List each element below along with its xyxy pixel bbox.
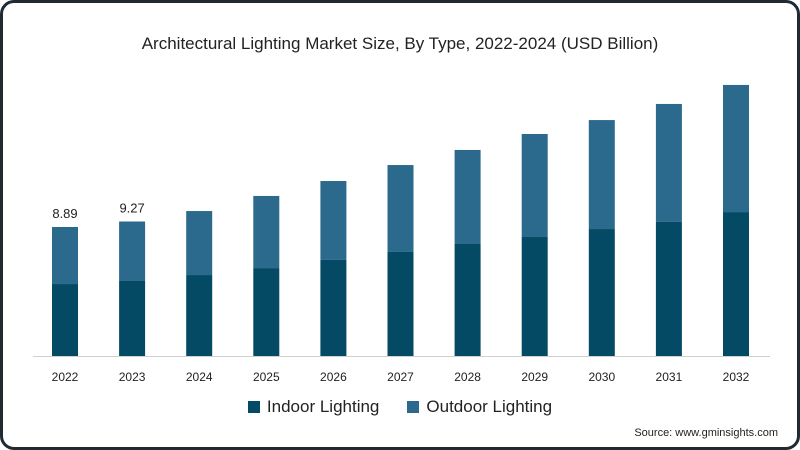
legend-label-indoor: Indoor Lighting bbox=[266, 397, 380, 416]
bar-outdoor-2032 bbox=[723, 84, 749, 213]
x-tick-label: 2024 bbox=[186, 370, 213, 384]
x-tick-label: 2032 bbox=[723, 370, 750, 384]
legend-item-indoor: Indoor Lighting bbox=[247, 397, 380, 417]
x-tick-label: 2025 bbox=[253, 370, 280, 384]
bar-indoor-2026 bbox=[320, 259, 347, 356]
bar-indoor-2025 bbox=[253, 268, 280, 356]
bar-outdoor-2023 bbox=[119, 221, 146, 281]
data-label: 9.27 bbox=[119, 200, 144, 215]
legend: Indoor Lighting Outdoor Lighting bbox=[0, 397, 800, 417]
bar-outdoor-2026 bbox=[320, 181, 347, 260]
x-tick-label: 2029 bbox=[521, 370, 548, 384]
data-label: 8.89 bbox=[52, 206, 77, 221]
x-tick-label: 2023 bbox=[119, 370, 146, 384]
x-tick-label: 2028 bbox=[454, 370, 481, 384]
bar-indoor-2022 bbox=[52, 284, 78, 356]
bar-indoor-2024 bbox=[186, 275, 213, 356]
legend-label-outdoor: Outdoor Lighting bbox=[426, 397, 553, 416]
bar-outdoor-2031 bbox=[655, 103, 682, 222]
bar-indoor-2027 bbox=[387, 251, 414, 356]
source-note: Source: www.gminsights.com bbox=[634, 427, 778, 439]
x-tick-label: 2026 bbox=[320, 370, 347, 384]
x-tick-label: 2031 bbox=[656, 370, 683, 384]
x-tick-label: 2022 bbox=[52, 370, 79, 384]
bar-indoor-2032 bbox=[723, 212, 749, 356]
bar-indoor-2029 bbox=[521, 237, 548, 356]
bar-outdoor-2027 bbox=[387, 165, 414, 252]
bar-outdoor-2025 bbox=[253, 195, 280, 269]
legend-swatch-indoor bbox=[247, 401, 260, 413]
x-tick-label: 2027 bbox=[387, 370, 414, 384]
bar-outdoor-2030 bbox=[588, 120, 615, 230]
legend-swatch-outdoor bbox=[407, 401, 420, 413]
bar-indoor-2028 bbox=[454, 243, 481, 356]
bar-outdoor-2028 bbox=[454, 149, 481, 244]
bar-outdoor-2024 bbox=[186, 211, 213, 276]
bar-indoor-2031 bbox=[655, 221, 682, 356]
chart-title: Architectural Lighting Market Size, By T… bbox=[141, 34, 659, 53]
bar-indoor-2023 bbox=[119, 280, 146, 356]
x-tick-label: 2030 bbox=[588, 370, 615, 384]
bar-outdoor-2022 bbox=[52, 227, 78, 285]
bar-indoor-2030 bbox=[588, 229, 615, 356]
legend-item-outdoor: Outdoor Lighting bbox=[407, 397, 552, 417]
bar-outdoor-2029 bbox=[521, 133, 548, 238]
